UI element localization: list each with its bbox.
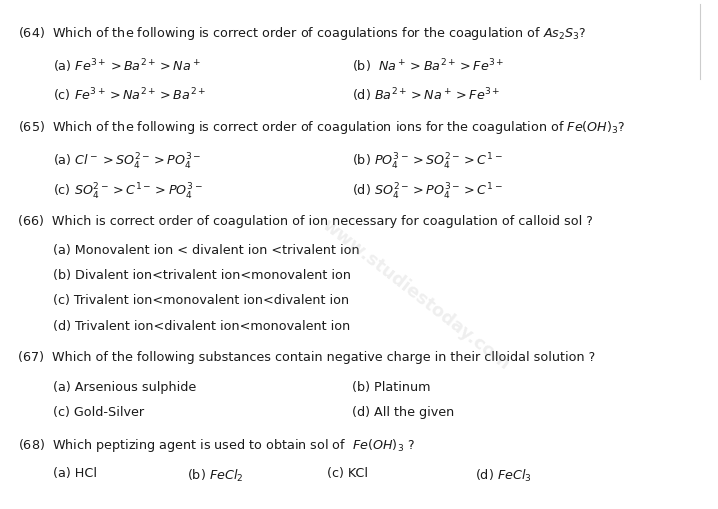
Text: (d) $FeCl_3$: (d) $FeCl_3$ [475,466,532,483]
Text: (a) Monovalent ion < divalent ion <trivalent ion: (a) Monovalent ion < divalent ion <triva… [53,243,360,256]
Text: (d) $SO_4^{2-}>PO_4^{3-}>C^{1-}$: (d) $SO_4^{2-}>PO_4^{3-}>C^{1-}$ [352,182,503,202]
Text: (64)  Which of the following is correct order of coagulations for the coagulatio: (64) Which of the following is correct o… [18,25,586,42]
Text: (68)  Which peptizing agent is used to obtain sol of  $Fe(OH)_3$ ?: (68) Which peptizing agent is used to ob… [18,437,414,454]
Text: (66)  Which is correct order of coagulation of ion necessary for coagulation of : (66) Which is correct order of coagulati… [18,215,592,228]
Text: (b)  $Na^+>Ba^{2+}>Fe^{3+}$: (b) $Na^+>Ba^{2+}>Fe^{3+}$ [352,58,505,75]
Text: (d) All the given: (d) All the given [352,406,454,418]
Text: (b) Divalent ion<trivalent ion<monovalent ion: (b) Divalent ion<trivalent ion<monovalen… [53,268,351,281]
Text: (d) $Ba^{2+}>Na^+>Fe^{3+}$: (d) $Ba^{2+}>Na^+>Fe^{3+}$ [352,86,500,103]
Text: www.studiestoday.com: www.studiestoday.com [318,216,513,373]
Text: (a) HCl: (a) HCl [53,466,97,479]
Text: (a) $Cl^->SO_4^{2-}>PO_4^{3-}$: (a) $Cl^->SO_4^{2-}>PO_4^{3-}$ [53,152,201,172]
Text: (c) Gold-Silver: (c) Gold-Silver [53,406,144,418]
Text: (65)  Which of the following is correct order of coagulation ions for the coagul: (65) Which of the following is correct o… [18,119,625,136]
Text: (67)  Which of the following substances contain negative charge in their clloida: (67) Which of the following substances c… [18,350,595,363]
Text: (a) Arsenious sulphide: (a) Arsenious sulphide [53,380,196,393]
Text: (c) $SO_4^{2-}>C^{1-}>PO_4^{3-}$: (c) $SO_4^{2-}>C^{1-}>PO_4^{3-}$ [53,182,202,202]
Text: (a) $Fe^{3+}>Ba^{2+}>Na^+$: (a) $Fe^{3+}>Ba^{2+}>Na^+$ [53,58,201,75]
Text: (b) Platinum: (b) Platinum [352,380,431,393]
Text: (c) Trivalent ion<monovalent ion<divalent ion: (c) Trivalent ion<monovalent ion<divalen… [53,294,349,307]
Text: (b) $PO_4^{3-}>SO_4^{2-}>C^{1-}$: (b) $PO_4^{3-}>SO_4^{2-}>C^{1-}$ [352,152,503,172]
Text: (c) $Fe^{3+}>Na^{2+}>Ba^{2+}$: (c) $Fe^{3+}>Na^{2+}>Ba^{2+}$ [53,86,206,103]
Text: (c) KCl: (c) KCl [327,466,368,479]
Text: (d) Trivalent ion<divalent ion<monovalent ion: (d) Trivalent ion<divalent ion<monovalen… [53,319,350,332]
Text: (b) $FeCl_2$: (b) $FeCl_2$ [187,466,243,483]
